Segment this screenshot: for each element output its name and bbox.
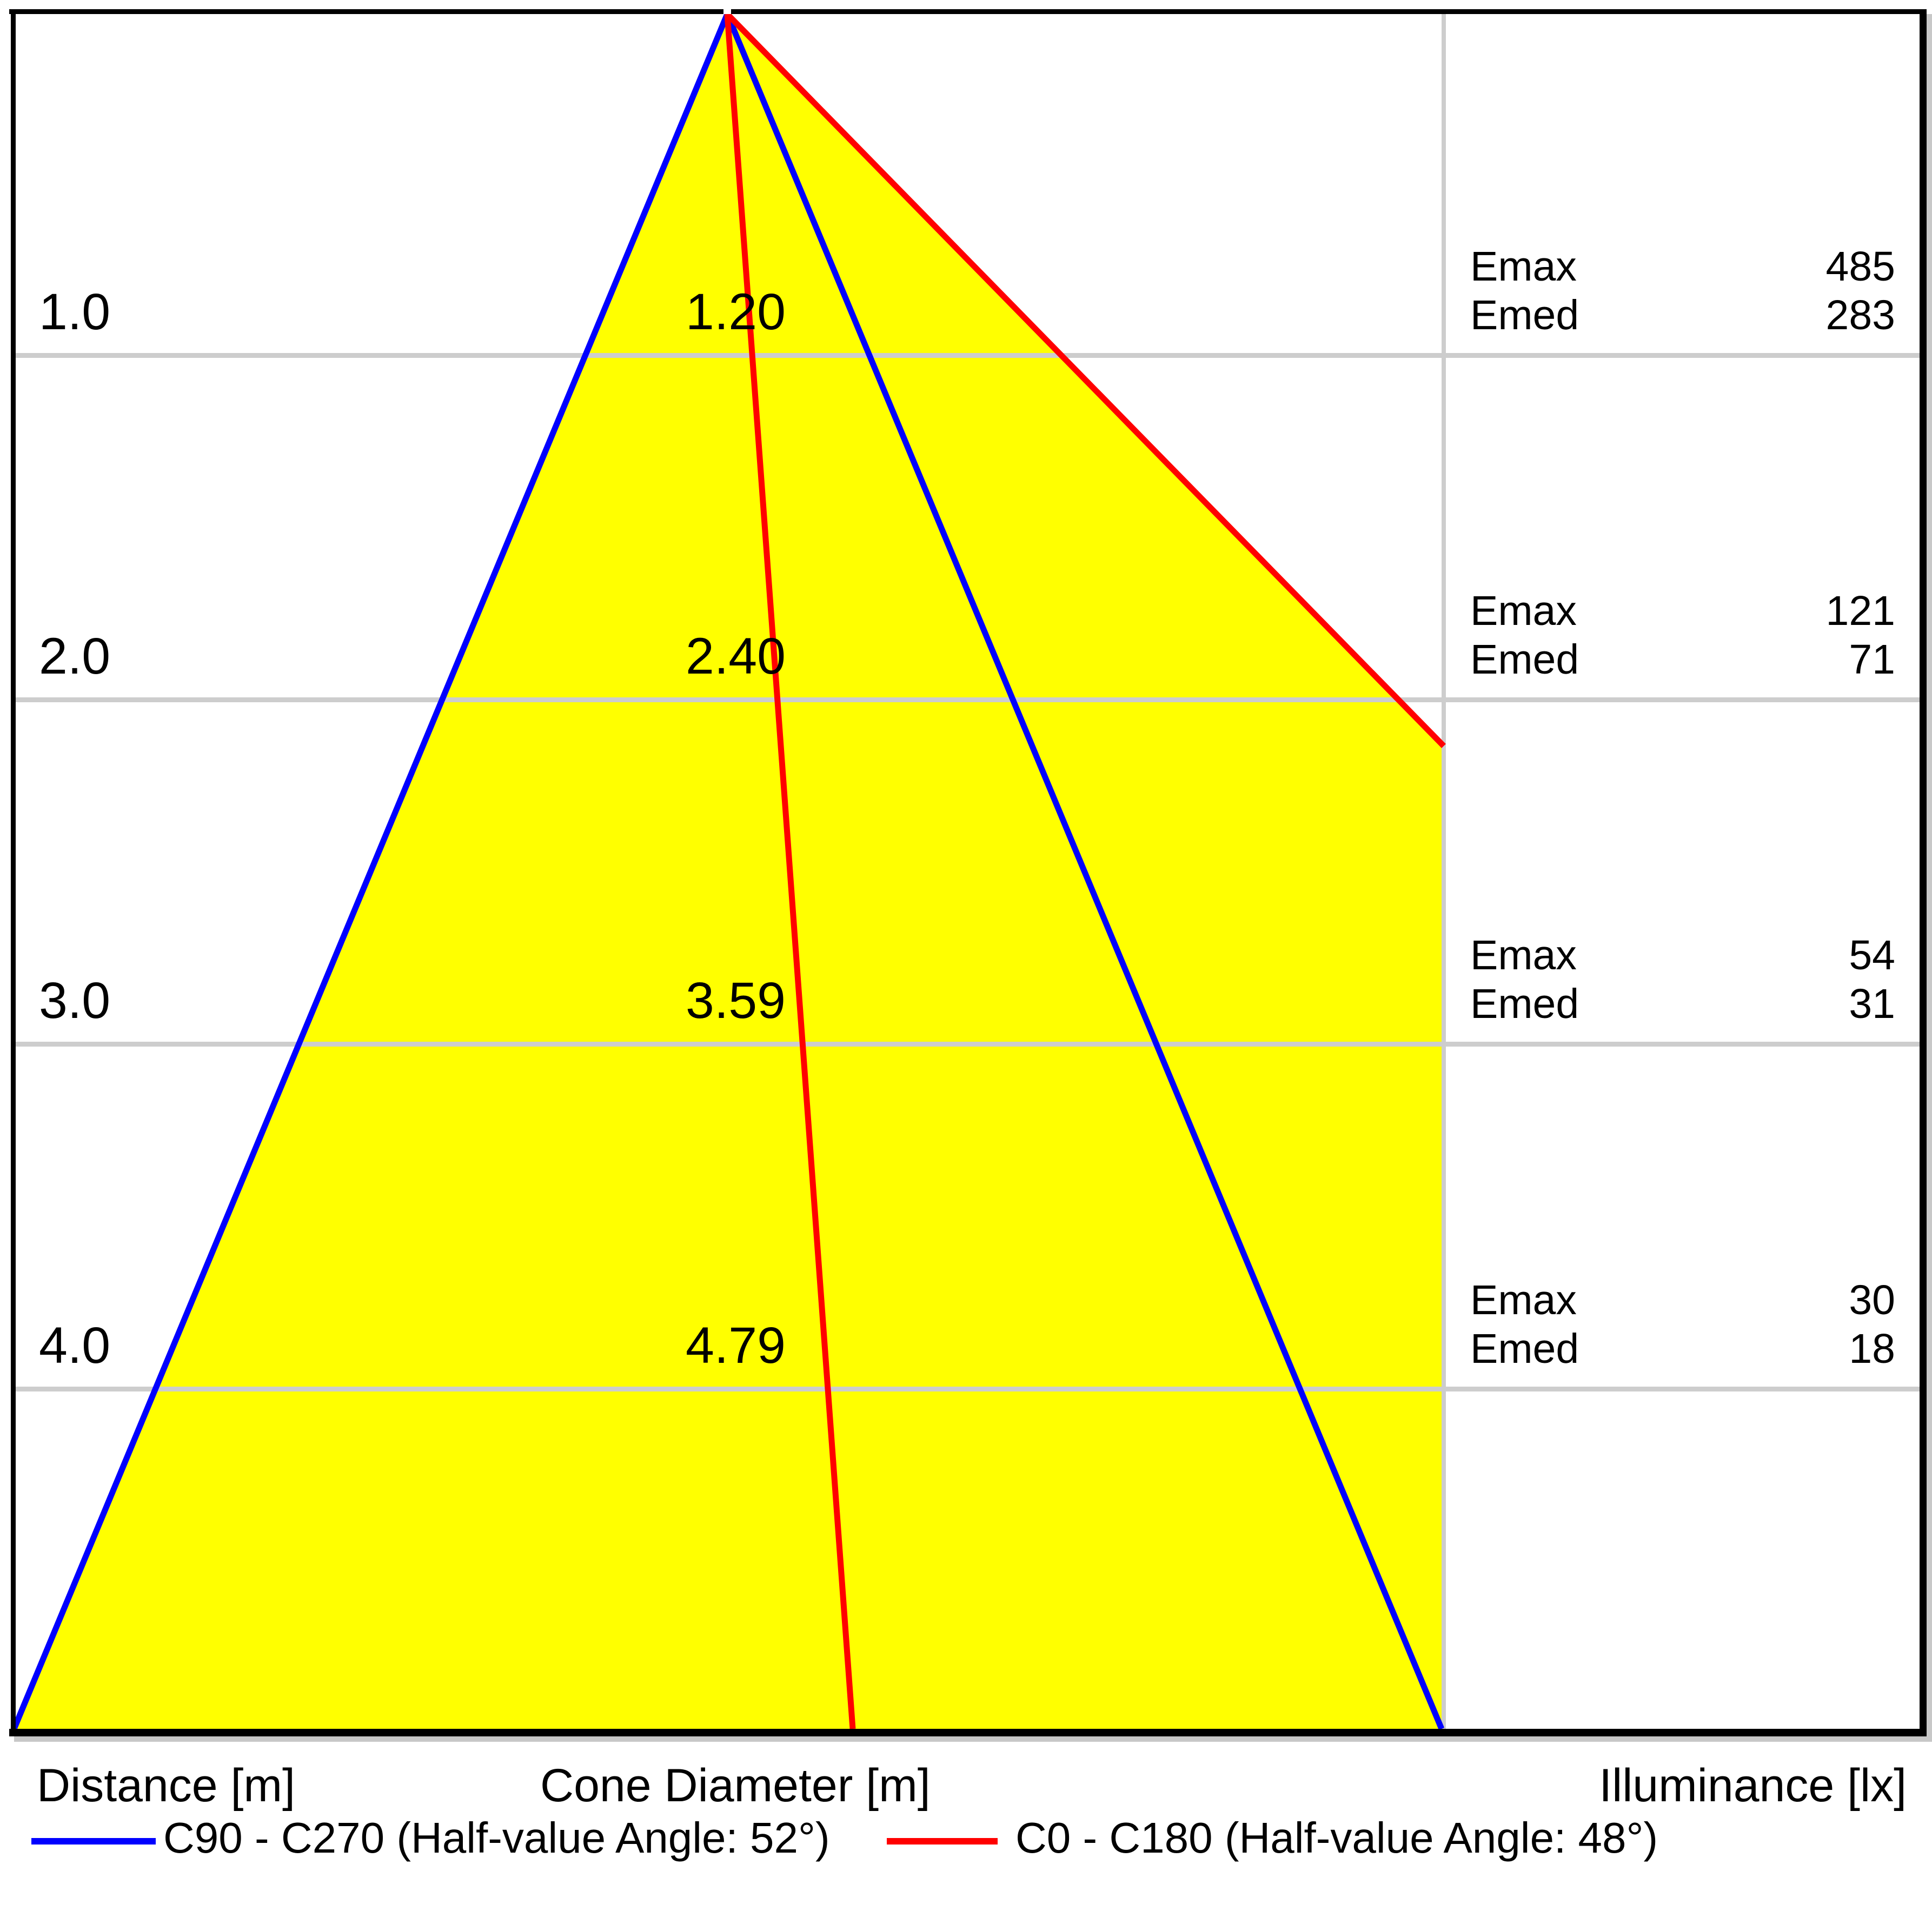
legend-label-c90-c270: C90 - C270 (Half-value Angle: 52°) <box>163 1814 830 1862</box>
cone-fill <box>15 14 1444 1729</box>
emed-label-3: Emed <box>1470 981 1579 1027</box>
gridline-3m <box>16 1042 1920 1047</box>
axis-caption-illuminance: Illuminance [lx] <box>1599 1760 1907 1812</box>
c90-line-left <box>11 12 731 1730</box>
gridline-2m <box>16 697 1920 702</box>
legend-swatch-c90-c270 <box>31 1838 156 1845</box>
distance-label-3: 3.0 <box>39 972 111 1029</box>
legend-label-c0-c180: C0 - C180 (Half-value Angle: 48°) <box>1015 1814 1658 1862</box>
emax-label-2: Emax <box>1470 588 1577 634</box>
emax-label-3: Emax <box>1470 932 1577 978</box>
cone-diameter-label-3: 3.59 <box>686 972 786 1029</box>
cone-diameter-label-4: 4.79 <box>686 1317 786 1374</box>
emed-value-1: 283 <box>1825 292 1895 338</box>
border-shadow <box>14 14 1932 1742</box>
gridlines <box>16 353 1920 1391</box>
emax-label-1: Emax <box>1470 243 1577 290</box>
emed-label-2: Emed <box>1470 636 1579 683</box>
c90-line-right <box>724 12 1445 1730</box>
emax-value-1: 485 <box>1825 243 1895 290</box>
apex-border-notch <box>723 9 731 14</box>
legend-swatch-c0-c180 <box>887 1838 998 1845</box>
emed-value-2: 71 <box>1849 636 1895 683</box>
plot-border <box>9 9 1927 1736</box>
emax-value-3: 54 <box>1849 932 1895 978</box>
distance-label-4: 4.0 <box>39 1317 111 1374</box>
c0-line-left <box>724 14 856 1729</box>
emax-value-4: 30 <box>1849 1277 1895 1323</box>
emed-value-4: 18 <box>1849 1326 1895 1372</box>
distance-label-2: 2.0 <box>39 628 111 685</box>
axis-caption-cone-diameter: Cone Diameter [m] <box>540 1760 931 1812</box>
cone-diameter-label-1: 1.20 <box>686 283 786 341</box>
axis-caption-distance: Distance [m] <box>37 1760 295 1812</box>
emax-label-4: Emax <box>1470 1277 1577 1323</box>
emed-value-3: 31 <box>1849 981 1895 1027</box>
gridline-4m <box>16 1387 1920 1391</box>
emed-label-1: Emed <box>1470 292 1579 338</box>
emax-value-2: 121 <box>1825 588 1895 634</box>
gridline-1m <box>16 353 1920 358</box>
distance-label-1: 1.0 <box>39 283 111 341</box>
emed-label-4: Emed <box>1470 1326 1579 1372</box>
plot-divider <box>1442 14 1446 1729</box>
cone-diameter-label-2: 2.40 <box>686 628 786 685</box>
c0-line-right <box>725 12 1446 748</box>
